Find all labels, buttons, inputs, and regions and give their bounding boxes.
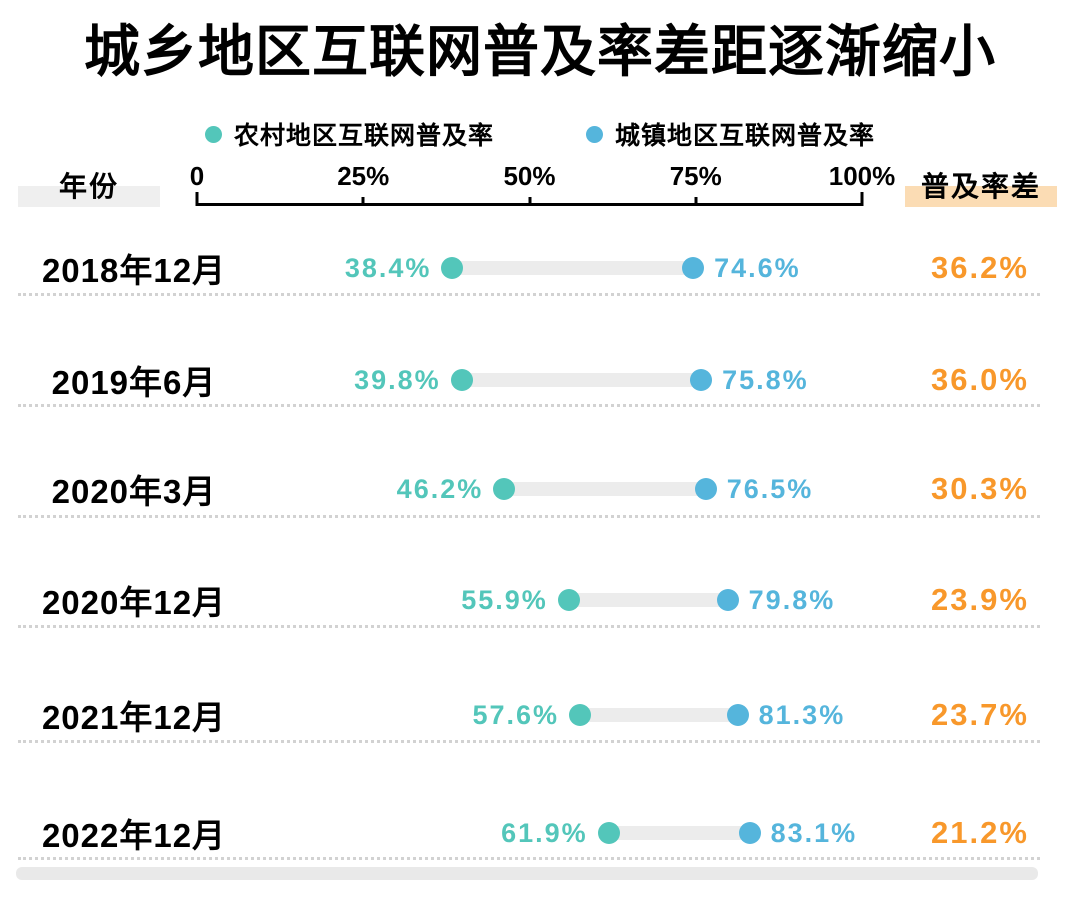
axis-tick-label: 50% [503, 161, 556, 191]
row-year-label: 2019年6月 [51, 364, 217, 401]
row-separator [18, 293, 1040, 296]
legend-label-rural: 农村地区互联网普及率 [233, 122, 494, 150]
row-separator [18, 625, 1040, 628]
axis-tick-0 [195, 192, 199, 206]
dumbbell-zone: 38.4% 74.6% [197, 240, 862, 296]
urban-value: 81.3% [758, 700, 846, 730]
diff-value: 23.9% [931, 582, 1029, 617]
diff-value: 36.2% [931, 250, 1029, 285]
dumbbell-zone: 46.2% 76.5% [197, 461, 862, 517]
urban-dot-icon [586, 125, 603, 143]
axis-tick-label: 100% [828, 161, 896, 191]
table-row: 2020年3月 46.2% 76.5% 30.3% [0, 461, 1080, 517]
connector-track [580, 708, 738, 722]
urban-dot [738, 822, 761, 844]
row-separator [18, 857, 1040, 860]
table-row: 2018年12月 38.4% 74.6% 36.2% [0, 240, 1080, 296]
legend-label-urban: 城镇地区互联网普及率 [615, 122, 876, 150]
urban-dot [694, 478, 717, 500]
year-column-header: 年份 [18, 163, 160, 207]
rural-dot [557, 589, 580, 611]
row-year-label: 2022年12月 [41, 817, 227, 854]
diff-value: 30.3% [931, 471, 1029, 506]
row-year-label: 2021年12月 [41, 699, 227, 736]
page-title: 城乡地区互联网普及率差距逐渐缩小 [84, 20, 996, 83]
legend-item-rural: 农村地区互联网普及率 [204, 116, 494, 152]
row-year-label: 2018年12月 [41, 252, 227, 289]
axis-tick-75 [694, 197, 698, 206]
diff-value: 23.7% [931, 697, 1029, 732]
rural-value: 38.4% [344, 253, 432, 283]
table-row: 2020年12月 55.9% 79.8% 23.9% [0, 572, 1080, 628]
connector-track [568, 593, 728, 607]
rural-value: 46.2% [396, 474, 484, 504]
row-year-label: 2020年3月 [51, 473, 217, 510]
dumbbell-zone: 61.9% 83.1% [197, 805, 862, 861]
dumbbell-zone: 39.8% 75.8% [197, 352, 862, 408]
axis-tick-label: 25% [337, 161, 390, 191]
row-separator [18, 740, 1040, 743]
rural-dot [493, 478, 516, 500]
urban-value: 76.5% [726, 474, 814, 504]
connector-track [461, 373, 702, 387]
axis-tick-label: 0 [189, 161, 205, 191]
rural-dot [441, 257, 464, 279]
urban-value: 79.8% [748, 585, 836, 615]
legend-item-urban: 城镇地区互联网普及率 [586, 116, 875, 152]
footer-bar [16, 867, 1038, 880]
diff-value: 36.0% [931, 362, 1029, 397]
legend: 农村地区互联网普及率 城镇地区互联网普及率 [0, 116, 1080, 152]
connector-track [452, 261, 694, 275]
urban-value: 75.8% [722, 365, 809, 395]
row-separator [18, 404, 1040, 407]
row-separator [18, 515, 1040, 518]
table-row: 2019年6月 39.8% 75.8% 36.0% [0, 352, 1080, 408]
rural-value: 57.6% [472, 700, 560, 730]
table-row: 2021年12月 57.6% 81.3% 23.7% [0, 687, 1080, 743]
axis-tick-50 [528, 197, 531, 206]
urban-value: 74.6% [714, 253, 801, 283]
rural-dot [450, 369, 473, 391]
rural-dot [597, 822, 620, 844]
axis-tick-25 [361, 197, 365, 206]
urban-value: 83.1% [770, 818, 858, 848]
diff-column-header: 普及率差 [905, 163, 1057, 207]
x-axis: 0 25% 50% 75% 100% [190, 161, 895, 206]
rural-dot [569, 704, 592, 726]
urban-dot [726, 704, 749, 726]
dumbbell-zone: 57.6% 81.3% [197, 687, 862, 743]
axis-tick-100 [860, 192, 864, 206]
rural-value: 55.9% [461, 585, 548, 615]
urban-dot [682, 257, 705, 279]
dumbbell-zone: 55.9% 79.8% [197, 572, 862, 628]
row-year-label: 2020年12月 [41, 584, 227, 621]
rural-dot-icon [204, 125, 222, 143]
table-row: 2022年12月 61.9% 83.1% 21.2% [0, 805, 1080, 861]
rural-value: 61.9% [501, 818, 588, 848]
connector-track [608, 826, 750, 840]
diff-value: 21.2% [931, 815, 1029, 850]
urban-dot [690, 369, 713, 391]
axis-tick-label: 75% [669, 161, 722, 191]
rural-value: 39.8% [354, 365, 441, 395]
connector-track [504, 482, 706, 496]
urban-dot [716, 589, 739, 611]
